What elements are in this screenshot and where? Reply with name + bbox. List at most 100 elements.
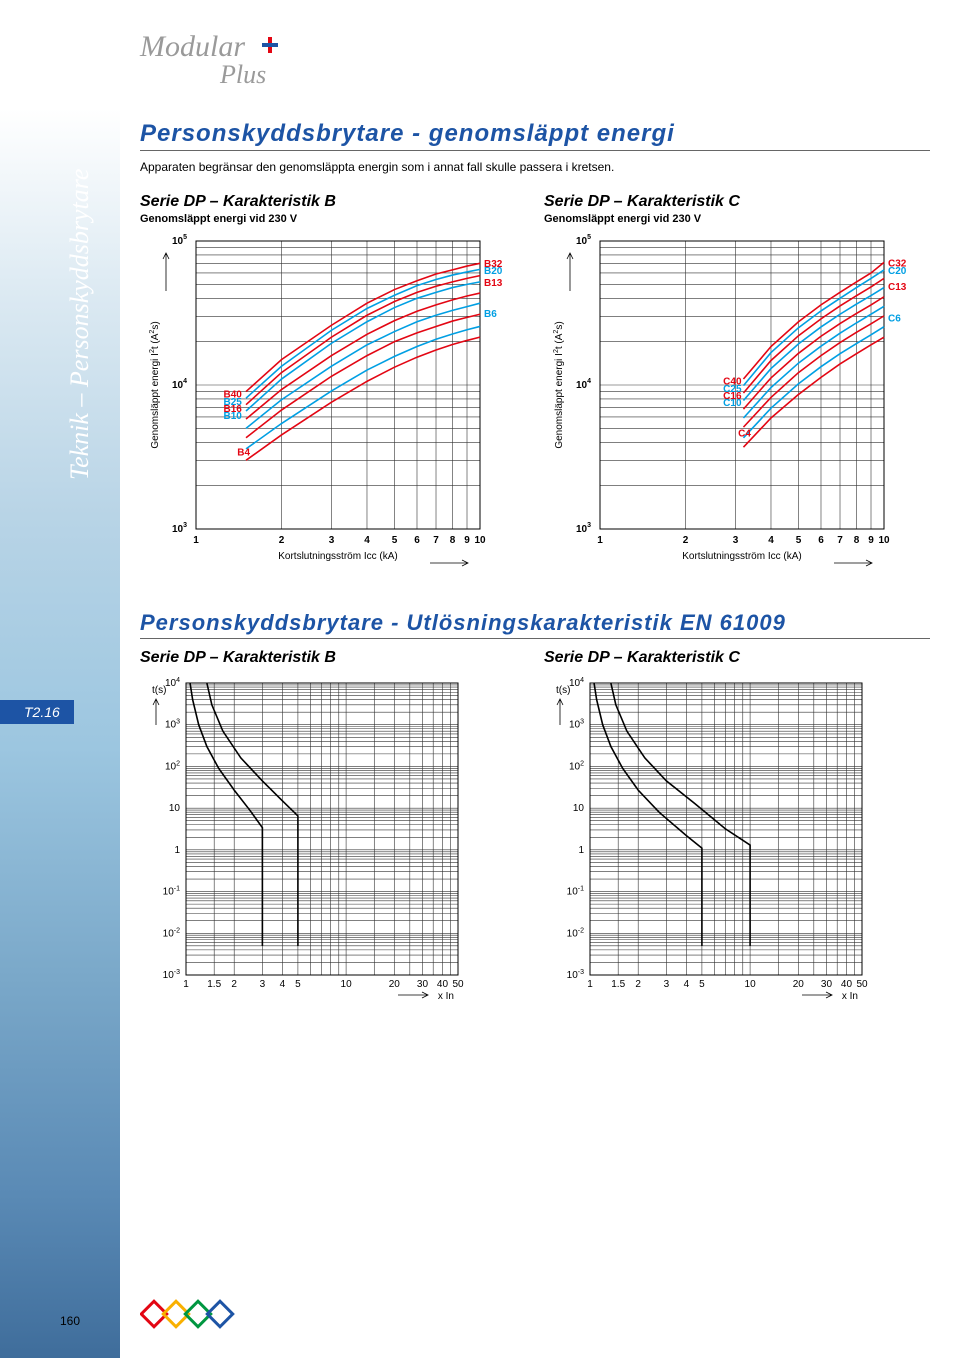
svg-text:4: 4 xyxy=(768,535,774,546)
trip-c-chart: 10-310-210-111010210310411.5234510203040… xyxy=(544,675,874,1005)
svg-text:t(s): t(s) xyxy=(152,685,166,696)
svg-text:3: 3 xyxy=(329,535,335,546)
svg-text:103: 103 xyxy=(172,522,187,535)
hr xyxy=(140,150,930,151)
svg-text:1.5: 1.5 xyxy=(611,979,625,990)
svg-text:3: 3 xyxy=(260,979,266,990)
energy-c-chart: 10310410512345678910C40C25C16C10C4C32C20… xyxy=(544,231,924,571)
svg-text:8: 8 xyxy=(854,535,860,546)
svg-text:50: 50 xyxy=(856,979,868,990)
svg-text:20: 20 xyxy=(793,979,805,990)
svg-text:103: 103 xyxy=(576,522,591,535)
svg-text:B6: B6 xyxy=(484,309,497,320)
svg-text:5: 5 xyxy=(699,979,705,990)
svg-text:C4: C4 xyxy=(738,429,751,440)
svg-text:9: 9 xyxy=(868,535,874,546)
brand-line1: Modular xyxy=(140,30,245,63)
energy-b-chart: 10310410512345678910B40B25B16B10B4B32B20… xyxy=(140,231,520,571)
svg-text:10-1: 10-1 xyxy=(163,886,180,898)
sidebar-section-label: Teknik – Personskyddsbrytare xyxy=(65,169,95,480)
energy-b-sub: Genomsläppt energi vid 230 V xyxy=(140,213,520,225)
svg-text:1: 1 xyxy=(174,845,180,856)
svg-text:7: 7 xyxy=(837,535,843,546)
svg-text:8: 8 xyxy=(450,535,456,546)
svg-text:3: 3 xyxy=(664,979,670,990)
svg-text:2: 2 xyxy=(683,535,689,546)
svg-text:20: 20 xyxy=(389,979,401,990)
energy-b-col: Serie DP – Karakteristik B Genomsläppt e… xyxy=(140,193,520,576)
section-tab: T2.16 xyxy=(0,700,74,724)
svg-text:C20: C20 xyxy=(888,266,907,277)
svg-text:B20: B20 xyxy=(484,266,503,277)
svg-text:5: 5 xyxy=(796,535,802,546)
svg-text:105: 105 xyxy=(576,234,591,247)
svg-text:5: 5 xyxy=(295,979,301,990)
svg-text:6: 6 xyxy=(414,535,420,546)
svg-text:7: 7 xyxy=(433,535,439,546)
svg-text:10: 10 xyxy=(474,535,486,546)
brand-logo: Modular Plus xyxy=(140,30,279,90)
energy-charts-row: Serie DP – Karakteristik B Genomsläppt e… xyxy=(140,193,930,576)
svg-text:3: 3 xyxy=(733,535,739,546)
svg-text:4: 4 xyxy=(364,535,370,546)
svg-text:105: 105 xyxy=(172,234,187,247)
svg-text:5: 5 xyxy=(392,535,398,546)
svg-text:10-2: 10-2 xyxy=(163,927,180,939)
svg-text:1: 1 xyxy=(578,845,584,856)
section1-intro: Apparaten begränsar den genomsläppta ene… xyxy=(140,159,930,175)
section2-title: Personskyddsbrytare - Utlösningskarakter… xyxy=(140,610,930,636)
section1-title: Personskyddsbrytare - genomsläppt energi xyxy=(140,120,930,148)
svg-text:1: 1 xyxy=(587,979,593,990)
svg-text:104: 104 xyxy=(165,677,180,689)
trip-b-chart: 10-310-210-111010210310411.5234510203040… xyxy=(140,675,470,1005)
trip-b-col: Serie DP – Karakteristik B 10-3 10-2 10-1 1… xyxy=(140,649,520,1010)
page-number: 160 xyxy=(60,1314,80,1328)
footer-diamond-logo xyxy=(140,1296,250,1332)
svg-text:1: 1 xyxy=(193,535,199,546)
svg-text:Kortslutningsström Icc (kA): Kortslutningsström Icc (kA) xyxy=(278,551,397,562)
svg-text:10-3: 10-3 xyxy=(567,969,584,981)
svg-text:t(s): t(s) xyxy=(556,685,570,696)
svg-text:10-2: 10-2 xyxy=(567,927,584,939)
svg-text:104: 104 xyxy=(576,378,591,391)
svg-text:102: 102 xyxy=(165,761,180,773)
svg-text:40: 40 xyxy=(437,979,449,990)
svg-text:103: 103 xyxy=(569,719,584,731)
svg-text:C10: C10 xyxy=(723,398,742,409)
svg-text:2: 2 xyxy=(279,535,285,546)
svg-text:1: 1 xyxy=(597,535,603,546)
energy-c-col: Serie DP – Karakteristik C Genomsläppt e… xyxy=(544,193,924,576)
svg-text:104: 104 xyxy=(569,677,584,689)
svg-text:50: 50 xyxy=(452,979,464,990)
trip-c-title: Serie DP – Karakteristik C xyxy=(544,649,924,667)
energy-b-title: Serie DP – Karakteristik B xyxy=(140,193,520,211)
svg-text:10: 10 xyxy=(573,803,585,814)
svg-text:9: 9 xyxy=(464,535,470,546)
svg-text:4: 4 xyxy=(684,979,690,990)
svg-text:10-3: 10-3 xyxy=(163,969,180,981)
svg-text:6: 6 xyxy=(818,535,824,546)
svg-text:B4: B4 xyxy=(237,448,250,459)
svg-text:2: 2 xyxy=(231,979,237,990)
svg-text:10: 10 xyxy=(878,535,890,546)
svg-text:B13: B13 xyxy=(484,278,503,289)
svg-text:104: 104 xyxy=(172,378,187,391)
svg-text:103: 103 xyxy=(165,719,180,731)
svg-text:1: 1 xyxy=(183,979,189,990)
svg-text:4: 4 xyxy=(280,979,286,990)
svg-text:Genomsläppt energi I2t (A2s): Genomsläppt energi I2t (A2s) xyxy=(553,322,565,449)
svg-text:2: 2 xyxy=(635,979,641,990)
svg-text:C13: C13 xyxy=(888,282,907,293)
trip-b-title: Serie DP – Karakteristik B xyxy=(140,649,520,667)
trip-c-col: Serie DP – Karakteristik C 10-310-210-11… xyxy=(544,649,924,1010)
svg-text:10: 10 xyxy=(169,803,181,814)
hr2 xyxy=(140,638,930,639)
svg-text:1.5: 1.5 xyxy=(207,979,221,990)
svg-text:x In: x In xyxy=(438,991,454,1002)
main-content: Personskyddsbrytare - genomsläppt energi… xyxy=(140,120,930,1010)
trip-charts-row: Serie DP – Karakteristik B 10-3 10-2 10-1 1… xyxy=(140,649,930,1010)
svg-text:B10: B10 xyxy=(223,411,242,422)
svg-text:10: 10 xyxy=(341,979,353,990)
page: { "brand": { "line1": "Modular", "line2"… xyxy=(0,0,960,1358)
svg-text:10: 10 xyxy=(745,979,757,990)
